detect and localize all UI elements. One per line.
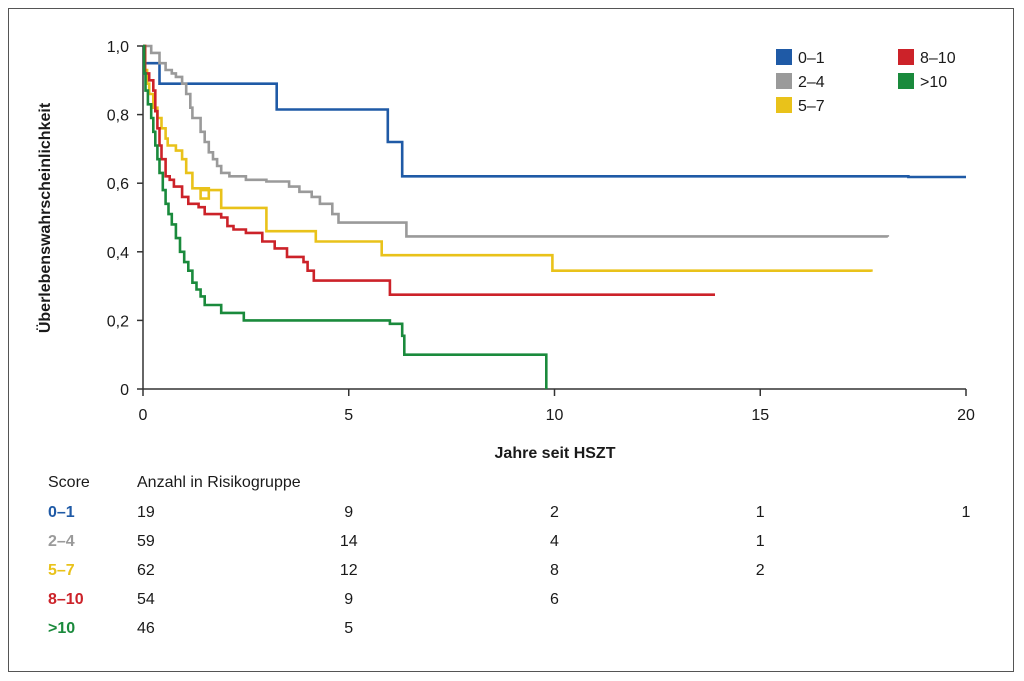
series-line-0-1	[143, 44, 966, 179]
risk-table-count: 2	[550, 504, 559, 521]
y-tick-label: 0	[120, 382, 129, 399]
legend: 0–1 2–4 5–7 8–10 >10	[776, 49, 956, 115]
risk-table-count-header: Anzahl in Risikogruppe	[137, 474, 301, 491]
legend-label: >10	[920, 74, 947, 91]
legend-label: 2–4	[798, 74, 825, 91]
series-line-8-10	[143, 44, 715, 296]
risk-table-count: 9	[344, 504, 353, 521]
risk-table-score: 5–7	[48, 562, 75, 579]
legend-label: 0–1	[798, 50, 825, 67]
legend-swatch	[898, 73, 914, 89]
figure-frame	[8, 8, 1014, 672]
x-axis-title: Jahre seit HSZT	[495, 445, 616, 462]
y-tick-label: 1,0	[107, 39, 129, 56]
risk-table-score: 0–1	[48, 504, 75, 521]
risk-table-count: 9	[344, 591, 353, 608]
y-tick-label: 0,2	[107, 313, 129, 330]
risk-table-score-header: Score	[48, 474, 90, 491]
legend-label: 8–10	[920, 50, 956, 67]
y-tick-label: 0,4	[107, 245, 129, 262]
risk-table-score: >10	[48, 620, 75, 637]
risk-table-count: 1	[962, 504, 971, 521]
series-line-2-4	[143, 44, 890, 238]
risk-table: Score Anzahl in Risikogruppe 0–1 19 9 2 1 12–…	[48, 474, 971, 637]
x-ticks: 0 5 10 15 20	[139, 389, 975, 424]
series-lines	[142, 44, 966, 389]
risk-table-count: 46	[137, 620, 155, 637]
legend-swatch	[776, 97, 792, 113]
legend-swatch	[776, 73, 792, 89]
y-axis-title: Überlebenswahrscheinlichkeit	[35, 102, 54, 333]
y-tick-label: 0,8	[107, 108, 129, 125]
y-ticks: 0 0,2 0,4 0,6 0,8 1,0	[107, 39, 143, 399]
risk-table-count: 59	[137, 533, 155, 550]
legend-swatch	[776, 49, 792, 65]
risk-table-count: 6	[550, 591, 559, 608]
x-tick-label: 5	[344, 407, 353, 424]
x-tick-label: 0	[139, 407, 148, 424]
y-tick-label: 0,6	[107, 176, 129, 193]
risk-table-score: 8–10	[48, 591, 84, 608]
risk-table-count: 1	[756, 533, 765, 550]
x-tick-label: 15	[751, 407, 769, 424]
x-tick-label: 20	[957, 407, 975, 424]
risk-table-count: 19	[137, 504, 155, 521]
legend-label: 5–7	[798, 98, 825, 115]
risk-table-count: 54	[137, 591, 155, 608]
legend-swatch	[898, 49, 914, 65]
risk-table-count: 5	[344, 620, 353, 637]
risk-table-score: 2–4	[48, 533, 75, 550]
risk-table-count: 4	[550, 533, 559, 550]
risk-table-count: 12	[340, 562, 358, 579]
risk-table-count: 14	[340, 533, 358, 550]
x-tick-label: 10	[546, 407, 564, 424]
series-line-10	[142, 44, 548, 389]
series-line-5-7	[143, 44, 873, 272]
risk-table-count: 1	[756, 504, 765, 521]
risk-table-count: 2	[756, 562, 765, 579]
risk-table-count: 8	[550, 562, 559, 579]
risk-table-count: 62	[137, 562, 155, 579]
